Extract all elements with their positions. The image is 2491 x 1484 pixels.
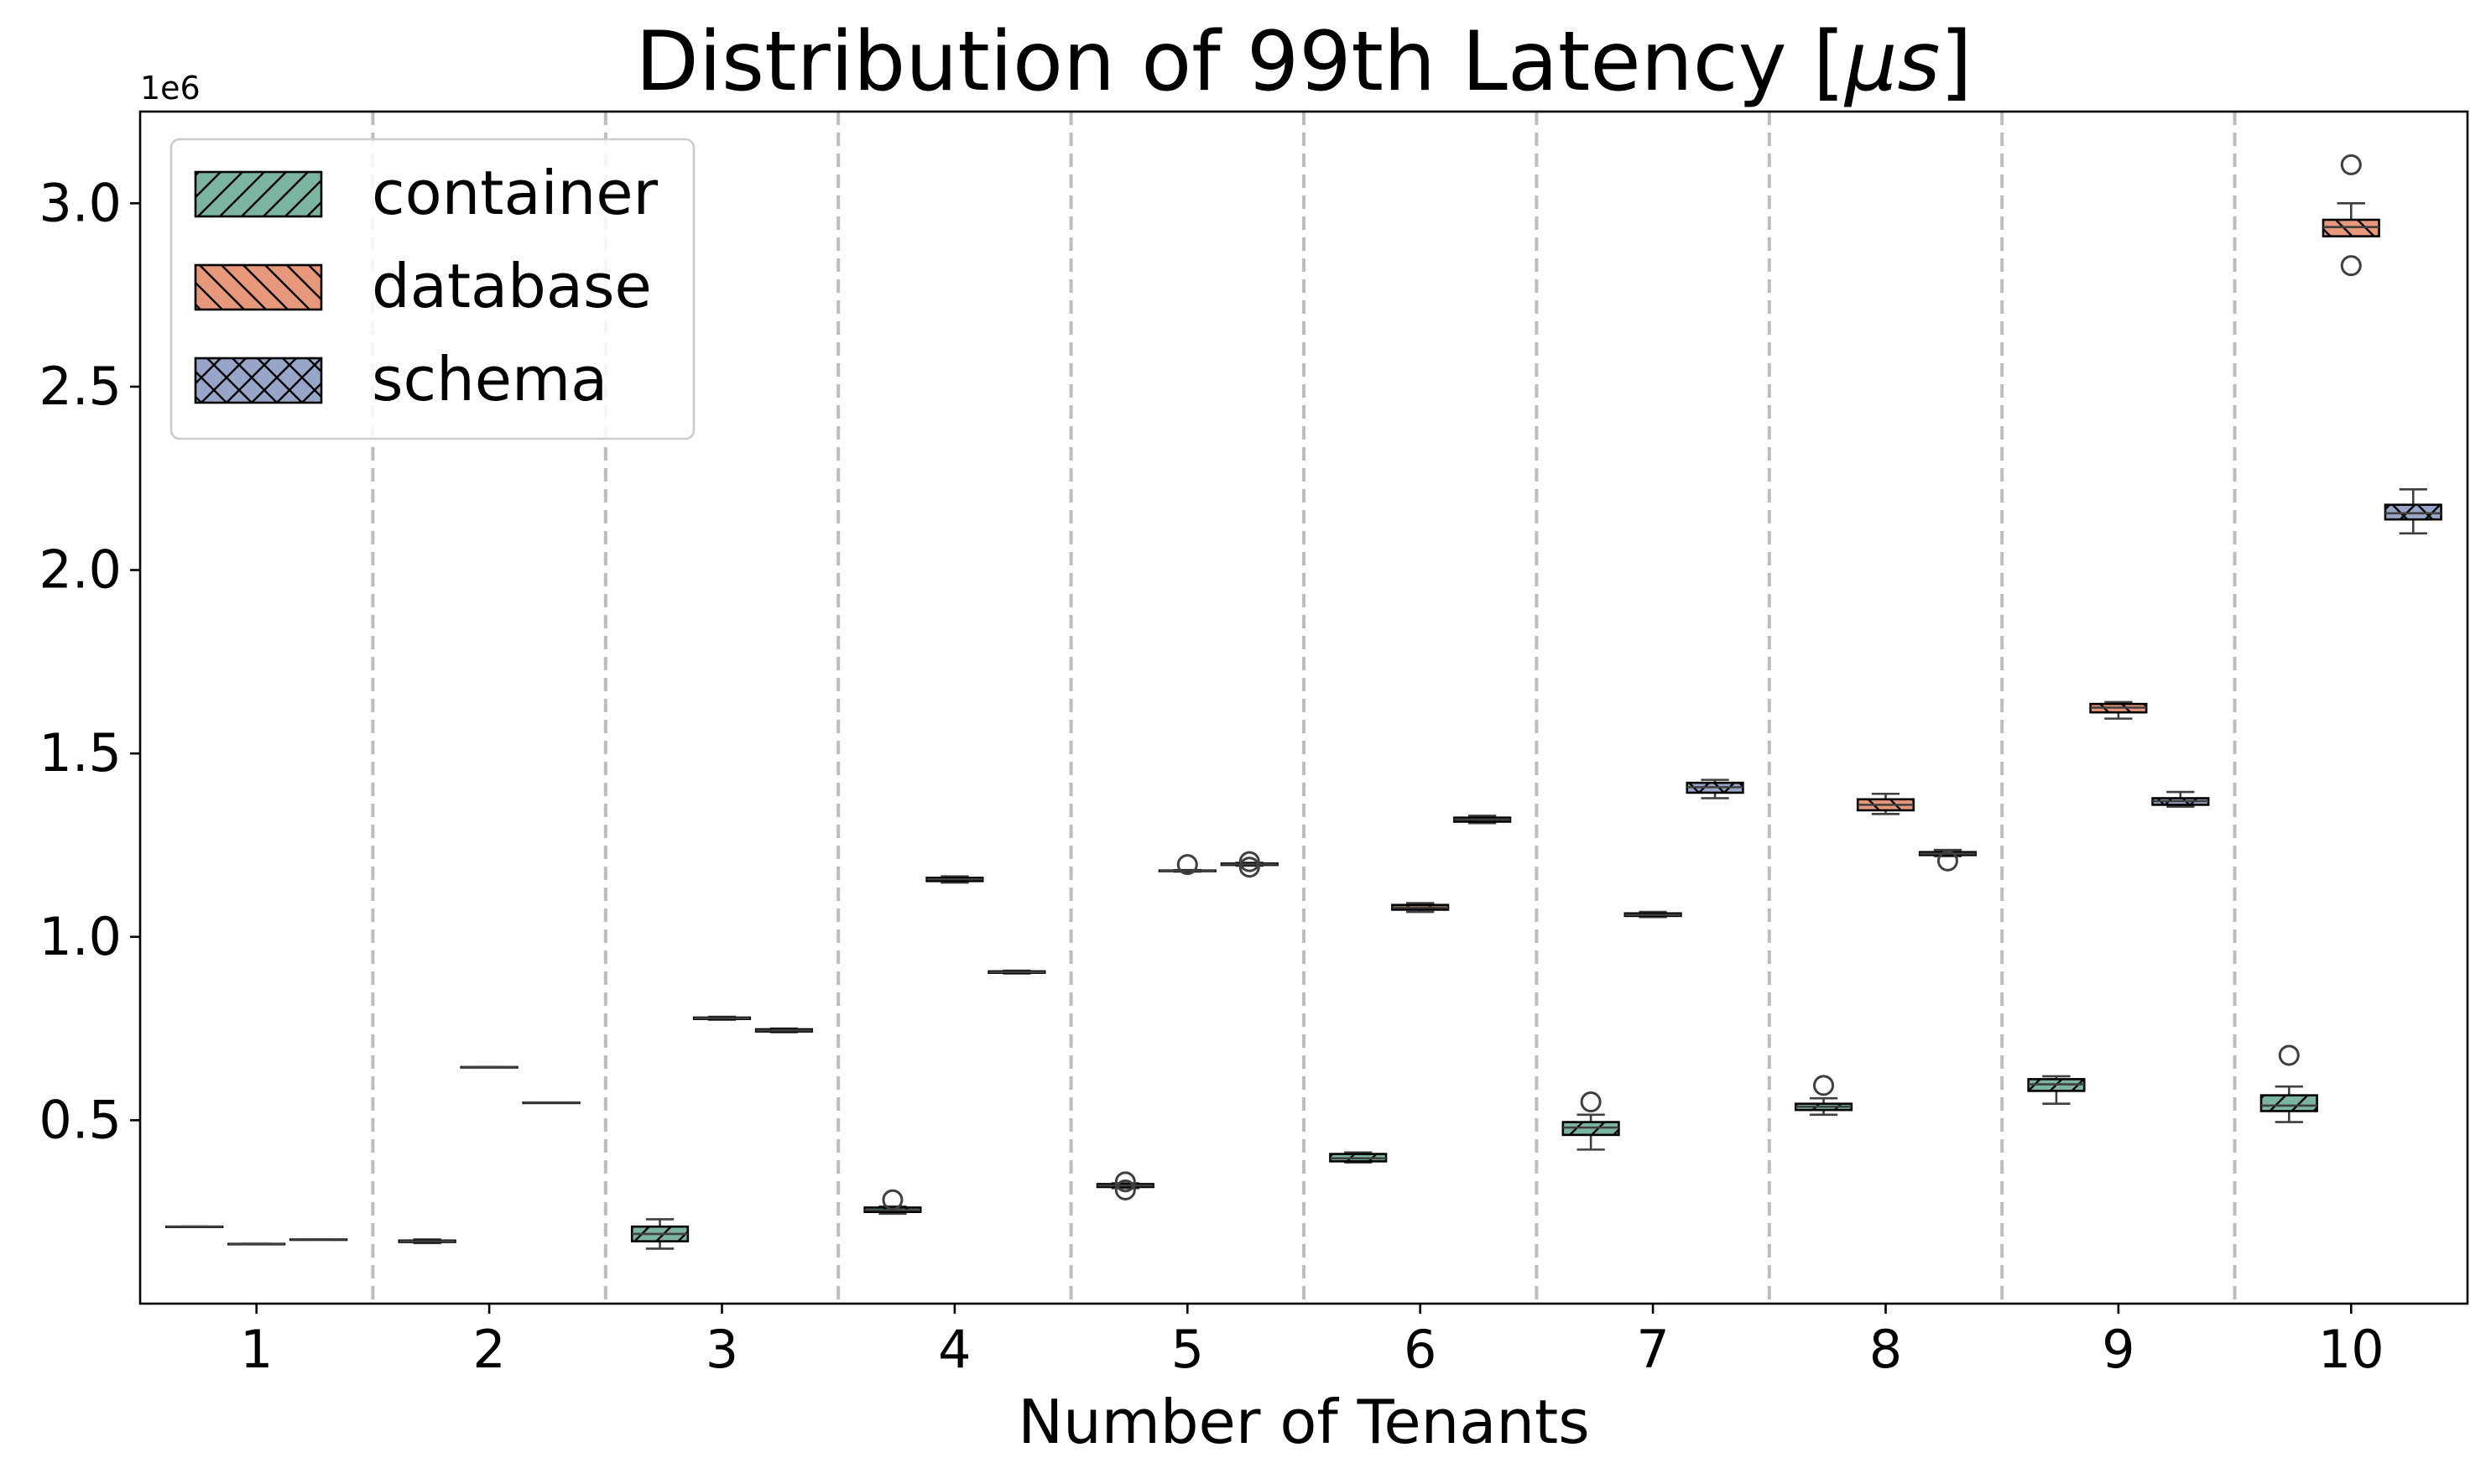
box-body xyxy=(2384,503,2442,521)
box-container-3 xyxy=(630,1218,690,1250)
box-database-1 xyxy=(227,1242,286,1246)
box-database-8 xyxy=(1856,792,1915,815)
box-container-4 xyxy=(863,1189,922,1216)
series-container xyxy=(165,1044,2318,1250)
flier-point xyxy=(882,1189,904,1211)
y-tick-label: 1.5 xyxy=(39,722,122,784)
box-container-6 xyxy=(1329,1151,1388,1164)
box-container-7 xyxy=(1561,1091,1620,1151)
box-database-3 xyxy=(692,1015,752,1021)
box-database-5 xyxy=(1158,854,1217,876)
x-tick-label: 1 xyxy=(240,1319,273,1380)
box-schema-4 xyxy=(988,969,1046,975)
box-schema-7 xyxy=(1686,778,1744,799)
box-schema-2 xyxy=(522,1101,581,1105)
box-schema-8 xyxy=(1918,848,1978,872)
flier-point xyxy=(1580,1091,1602,1113)
box-database-10 xyxy=(2322,154,2380,277)
x-axis-label: Number of Tenants xyxy=(1018,1387,1590,1457)
x-axis-ticks: 1 2 3 4 5 6 7 8 9 10 xyxy=(240,1304,2384,1380)
y-tick-label: 1.0 xyxy=(39,906,122,967)
box-container-2 xyxy=(398,1238,456,1245)
flier-point xyxy=(1238,857,1260,878)
legend-swatch-container xyxy=(194,170,323,218)
flier-point xyxy=(2340,154,2362,175)
legend-label-database: database xyxy=(372,251,652,321)
flier-point xyxy=(1176,854,1198,876)
box-schema-3 xyxy=(754,1027,814,1034)
x-tick-label: 6 xyxy=(1404,1319,1436,1380)
y-tick-label: 2.0 xyxy=(39,539,122,601)
box-database-6 xyxy=(1391,902,1450,914)
box-container-1 xyxy=(165,1225,224,1228)
y-tick-label: 3.0 xyxy=(39,172,122,233)
box-container-5 xyxy=(1096,1171,1154,1200)
x-tick-label: 9 xyxy=(2102,1319,2134,1380)
box-database-7 xyxy=(1623,910,1682,919)
y-axis-offset-label: 1e6 xyxy=(140,70,201,107)
x-tick-label: 2 xyxy=(472,1319,505,1380)
series-schema xyxy=(289,488,2442,1242)
flier-point xyxy=(2278,1044,2300,1066)
box-schema-1 xyxy=(289,1238,348,1242)
x-tick-label: 4 xyxy=(938,1319,971,1380)
y-axis-ticks: 0.5 1.0 1.5 2.0 2.5 3.0 xyxy=(39,172,140,1150)
flier-point xyxy=(1813,1075,1835,1096)
x-tick-label: 7 xyxy=(1636,1319,1669,1380)
box-database-9 xyxy=(2089,700,2148,720)
flier-point xyxy=(1114,1179,1136,1200)
chart-title-unit: μs xyxy=(1843,14,1940,110)
box-schema-10 xyxy=(2384,488,2442,535)
box-schema-6 xyxy=(1453,815,1512,825)
box-container-9 xyxy=(2027,1075,2086,1106)
legend-label-container: container xyxy=(372,158,659,228)
flier-point xyxy=(2340,255,2362,277)
box-container-10 xyxy=(2259,1044,2318,1123)
box-body xyxy=(2259,1094,2318,1112)
flier-point xyxy=(1936,850,1958,872)
x-tick-label: 10 xyxy=(2318,1319,2384,1380)
box-database-4 xyxy=(925,875,984,884)
box-database-2 xyxy=(460,1065,519,1069)
series-database xyxy=(227,154,2380,1246)
box-container-8 xyxy=(1794,1075,1853,1117)
legend-label-schema: schema xyxy=(372,344,607,414)
y-tick-label: 0.5 xyxy=(39,1089,122,1150)
x-tick-label: 3 xyxy=(706,1319,738,1380)
flier-point xyxy=(1114,1171,1136,1193)
x-tick-label: 8 xyxy=(1869,1319,1902,1380)
chart-title: Distribution of 99th Latency [μs] xyxy=(635,14,1972,110)
plot-area-frame xyxy=(138,110,2469,1305)
box-schema-5 xyxy=(1220,851,1279,878)
y-tick-label: 2.5 xyxy=(39,356,122,417)
legend-swatch-schema xyxy=(194,357,323,404)
legend: container database schema xyxy=(169,138,696,440)
box-series-group xyxy=(165,154,2442,1250)
box-schema-9 xyxy=(2151,790,2210,808)
legend-swatch-database xyxy=(194,263,323,311)
flier-point xyxy=(1238,851,1260,872)
x-tick-label: 5 xyxy=(1171,1319,1204,1380)
